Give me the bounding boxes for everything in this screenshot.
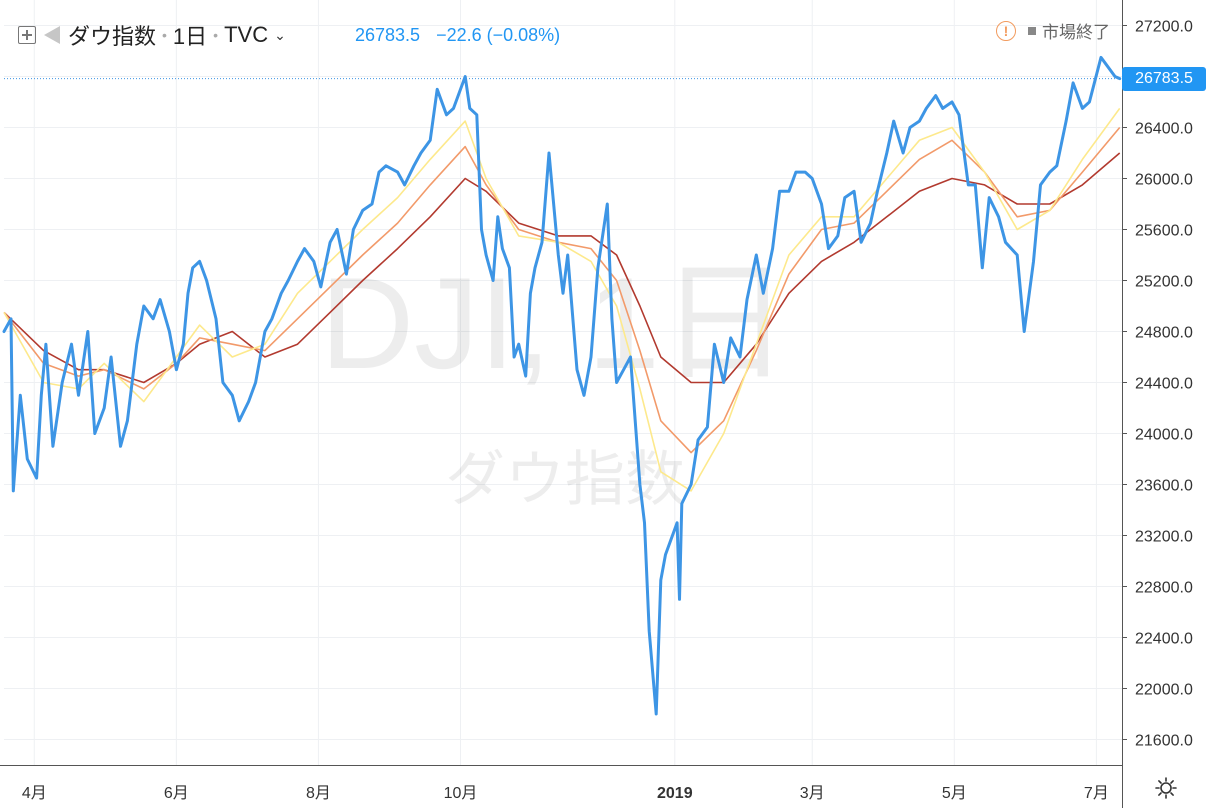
time-tick-label: 10月 [444, 785, 478, 802]
watermark-name: ダウ指数 [445, 445, 685, 515]
symbol-header: ダウ指数 • 1日 • TVC ⌄ [18, 18, 286, 52]
price-tick-label: 24800.0 [1135, 325, 1193, 342]
price-tick-label: 26400.0 [1135, 121, 1193, 138]
price-readout: 26783.5 −22.6 (−0.08%) [355, 18, 576, 52]
warning-icon[interactable]: ! [996, 20, 1016, 41]
time-tick-label: 5月 [942, 785, 967, 802]
watermark: DJI, 1日 ダウ指数 [320, 250, 790, 515]
status-dot-icon [1028, 26, 1036, 35]
chevron-down-icon[interactable]: ⌄ [274, 26, 286, 43]
time-tick-label: 8月 [306, 785, 331, 802]
interval-label[interactable]: 1日 [172, 24, 208, 49]
settings-gear-icon[interactable] [1154, 776, 1178, 800]
price-tick-label: 25600.0 [1135, 223, 1193, 240]
ma-line [3, 107, 1121, 492]
symbol-name[interactable]: ダウ指数 [68, 24, 157, 49]
ma-ribbon [3, 107, 1121, 492]
price-tick-label: 22800.0 [1135, 580, 1193, 597]
price-tick-label: 25200.0 [1135, 274, 1193, 291]
flag-icon[interactable] [44, 26, 60, 44]
watermark-ticker: DJI, 1日 [320, 250, 790, 396]
price-tick-label: 23600.0 [1135, 478, 1193, 495]
ma-line [3, 126, 1121, 454]
price-tick-label: 24400.0 [1135, 376, 1193, 393]
ma-line [3, 152, 1121, 384]
price-tick-label: 23200.0 [1135, 529, 1193, 546]
time-tick-label: 2019 [657, 785, 693, 802]
price-tick-label: 22400.0 [1135, 631, 1193, 648]
market-status-label: 市場終了 [1042, 23, 1110, 42]
separator-dot: • [213, 27, 219, 43]
last-price: 26783.5 [355, 24, 421, 45]
add-symbol-icon[interactable] [18, 26, 36, 44]
exchange-label[interactable]: TVC [224, 22, 269, 47]
price-axis: 27200.026800.026400.026000.025600.025200… [1122, 19, 1193, 750]
time-tick-label: 4月 [22, 785, 47, 802]
time-axis: 4月 6月 8月 10月 2019 3月 5月 7月 [22, 785, 1109, 802]
price-tick-label: 21600.0 [1135, 733, 1193, 750]
separator-dot: • [162, 27, 167, 43]
price-tick-label: 27200.0 [1135, 19, 1193, 36]
current-price-tag: 26783.5 [1122, 66, 1206, 91]
price-series [2, 55, 1122, 716]
price-tick-label: 26000.0 [1135, 172, 1193, 189]
time-tick-label: 7月 [1084, 785, 1109, 802]
time-tick-label: 6月 [164, 785, 189, 802]
price-line [2, 55, 1122, 716]
market-status[interactable]: ! 市場終了 [996, 18, 1110, 43]
price-tick-label: 24000.0 [1135, 427, 1193, 444]
price-change: −22.6 (−0.08%) [436, 24, 561, 45]
price-tick-label: 22000.0 [1135, 682, 1193, 699]
time-tick-label: 3月 [800, 785, 825, 802]
